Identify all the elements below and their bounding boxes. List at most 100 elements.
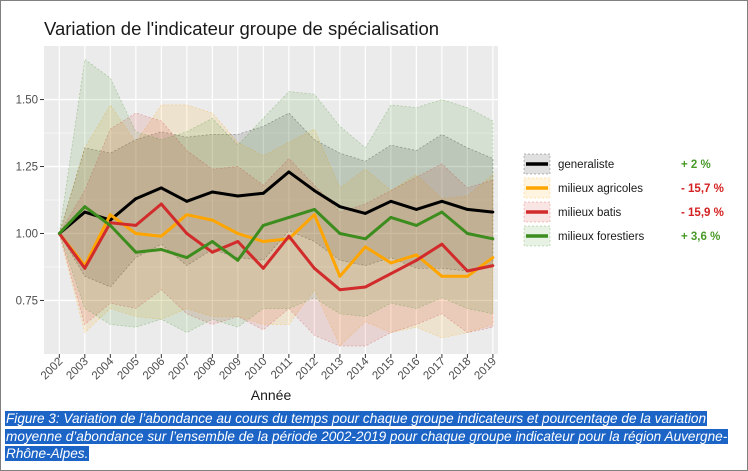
point-milieux-agricoles — [465, 274, 469, 278]
legend-label-milieux-agricoles: milieux agricoles — [558, 183, 643, 195]
point-milieux-batis — [83, 266, 87, 270]
point-generaliste — [414, 207, 418, 211]
point-milieux-batis — [185, 232, 189, 235]
point-milieux-batis — [465, 269, 469, 273]
point-milieux-batis — [440, 242, 444, 246]
line-generaliste — [58, 170, 494, 235]
y-tick-label: 0.75 — [16, 295, 38, 307]
point-generaliste — [312, 189, 316, 193]
point-milieux-batis — [134, 224, 138, 227]
x-axis-label: Année — [251, 387, 292, 403]
x-tick-label: 2009 — [217, 356, 244, 383]
point-milieux-batis — [236, 240, 240, 243]
x-tick-label: 2008 — [192, 356, 219, 383]
legend-percent-milieux-forestiers: + 3,6 % — [681, 231, 720, 243]
point-milieux-batis — [287, 234, 291, 238]
x-tick-label: 2002 — [39, 356, 66, 383]
legend-label-generaliste: generaliste — [558, 159, 614, 171]
point-generaliste — [134, 197, 138, 201]
point-generaliste — [363, 211, 367, 215]
x-tick-label: 2011 — [269, 356, 295, 382]
grid — [44, 46, 498, 354]
point-milieux-forestiers — [185, 256, 189, 259]
band-milieux-forestiers — [58, 58, 494, 333]
point-milieux-forestiers — [261, 224, 265, 227]
series-lines — [57, 170, 495, 292]
figure-caption: Figure 3: Variation de l’abondance au co… — [5, 411, 729, 461]
x-tick-label: 2010 — [243, 356, 270, 383]
x-tick-label: 2018 — [447, 356, 474, 383]
point-generaliste — [185, 199, 189, 203]
point-generaliste — [159, 186, 163, 190]
point-milieux-agricoles — [363, 245, 367, 249]
y-tick-label: 1.00 — [16, 228, 38, 240]
point-milieux-agricoles — [185, 213, 189, 217]
point-milieux-batis — [414, 258, 418, 262]
point-milieux-agricoles — [414, 253, 418, 257]
point-generaliste — [261, 191, 265, 195]
point-milieux-agricoles — [312, 213, 316, 217]
point-milieux-batis — [363, 285, 367, 289]
x-tick-label: 2004 — [90, 355, 117, 382]
point-milieux-agricoles — [440, 274, 444, 278]
point-milieux-batis — [261, 266, 265, 270]
point-milieux-agricoles — [134, 232, 138, 235]
point-milieux-batis — [159, 202, 163, 206]
point-milieux-forestiers — [363, 237, 367, 241]
legend: generaliste + 2 % milieux agricoles - 15,7 … — [523, 153, 724, 247]
x-tick-label: 2019 — [472, 356, 499, 383]
point-milieux-agricoles — [236, 232, 240, 235]
band-milieux-agricoles — [58, 104, 494, 347]
point-milieux-agricoles — [159, 234, 163, 238]
point-milieux-agricoles — [491, 256, 495, 259]
point-milieux-forestiers — [108, 224, 112, 227]
point-milieux-agricoles — [210, 218, 214, 222]
chart: Variation de l'indicateur groupe de spéc… — [16, 18, 724, 403]
legend-percent-milieux-agricoles: - 15,7 % — [681, 183, 724, 195]
line-milieux-forestiers — [58, 205, 494, 262]
point-milieux-agricoles — [261, 240, 265, 243]
legend-label-milieux-batis: milieux batis — [558, 207, 622, 219]
legend-percent-milieux-batis: - 15,9 % — [681, 207, 724, 219]
point-generaliste — [465, 207, 469, 211]
point-milieux-forestiers — [287, 216, 291, 219]
point-generaliste — [389, 199, 393, 203]
x-tick-label: 2016 — [396, 356, 423, 383]
x-tick-label: 2007 — [166, 356, 193, 383]
line-milieux-batis — [58, 202, 494, 292]
point-milieux-batis — [491, 264, 495, 268]
point-milieux-forestiers — [491, 237, 495, 241]
point-milieux-forestiers — [159, 248, 163, 251]
point-milieux-forestiers — [414, 224, 418, 227]
y-tick-label: 1.25 — [16, 162, 38, 174]
x-tick-label: 2015 — [370, 356, 397, 383]
point-generaliste — [236, 194, 240, 198]
point-generaliste — [440, 199, 444, 203]
point-generaliste — [210, 190, 214, 194]
point-milieux-agricoles — [108, 213, 112, 217]
legend-percent-generaliste: + 2 % — [681, 159, 711, 171]
point-milieux-batis — [338, 288, 342, 292]
point-milieux-forestiers — [312, 207, 316, 211]
band-milieux-batis — [58, 112, 494, 347]
point-milieux-forestiers — [389, 216, 393, 219]
confidence-bands — [58, 58, 494, 347]
x-tick-label: 2006 — [141, 356, 168, 383]
x-tick-label: 2017 — [421, 356, 448, 383]
y-tick-label: 1.50 — [16, 95, 38, 107]
x-tick-label: 2003 — [64, 356, 91, 383]
x-tick-label: 2005 — [115, 356, 142, 383]
point-milieux-batis — [210, 250, 214, 254]
point-milieux-forestiers — [83, 205, 87, 209]
point-milieux-agricoles — [389, 261, 393, 265]
point-generaliste — [83, 210, 87, 214]
x-tick-label: 2014 — [345, 355, 372, 382]
point-milieux-batis — [312, 266, 316, 270]
point-milieux-agricoles — [338, 274, 342, 278]
x-tick-label: 2012 — [294, 356, 321, 383]
point-milieux-forestiers — [236, 258, 240, 262]
point-milieux-forestiers — [134, 250, 138, 254]
point-milieux-forestiers — [210, 240, 214, 243]
point-milieux-forestiers — [338, 232, 342, 235]
